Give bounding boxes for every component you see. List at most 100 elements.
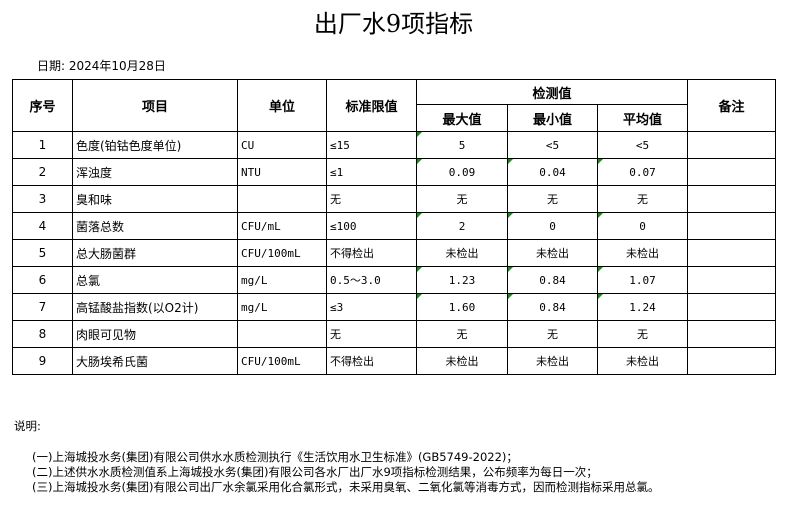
cell-indicator-icon xyxy=(417,213,422,218)
cell-item: 高锰酸盐指数(以O2计) xyxy=(72,293,238,321)
note-2: (二)上述供水水质检测值系上海城投水务(集团)有限公司各水厂出厂水9项指标检测结… xyxy=(32,465,598,479)
cell-unit: CFU/100mL xyxy=(237,347,327,375)
cell-limit: ≤3 xyxy=(326,293,417,321)
cell-item: 色度(铂钴色度单位) xyxy=(72,131,238,159)
cell-max: 0.09 xyxy=(416,158,508,186)
cell-unit: NTU xyxy=(237,158,327,186)
header-unit: 单位 xyxy=(237,79,327,132)
cell-avg: 未检出 xyxy=(597,239,688,267)
cell-min: <5 xyxy=(507,131,598,159)
table-row: 1 色度(铂钴色度单位) CU ≤15 5 <5 <5 xyxy=(12,131,776,159)
header-measured: 检测值 xyxy=(416,79,688,105)
cell-indicator-icon xyxy=(508,213,513,218)
cell-limit: 不得检出 xyxy=(326,347,417,375)
cell-indicator-icon xyxy=(598,294,603,299)
cell-indicator-icon xyxy=(598,267,603,272)
cell-avg: 1.24 xyxy=(597,293,688,321)
header-max: 最大值 xyxy=(416,104,508,132)
cell-remark xyxy=(687,212,776,240)
cell-seq: 3 xyxy=(12,185,73,213)
cell-remark xyxy=(687,131,776,159)
header-limit: 标准限值 xyxy=(326,79,417,132)
cell-indicator-icon xyxy=(417,159,422,164)
cell-avg: 0 xyxy=(597,212,688,240)
cell-seq: 1 xyxy=(12,131,73,159)
cell-max: 无 xyxy=(416,185,508,213)
water-quality-table: 序号 项目 单位 标准限值 检测值 备注 最大值 最小值 平均值 1 色度(铂钴色… xyxy=(12,79,776,375)
table-row: 3 臭和味无无无无 xyxy=(12,185,776,213)
cell-max: 无 xyxy=(416,320,508,348)
table-row: 4 菌落总数 CFU/mL ≤100 2 0 0 xyxy=(12,212,776,240)
cell-indicator-icon xyxy=(508,267,513,272)
cell-item: 菌落总数 xyxy=(72,212,238,240)
cell-unit: CFU/100mL xyxy=(237,239,327,267)
cell-indicator-icon xyxy=(417,267,422,272)
table-body: 1 色度(铂钴色度单位) CU ≤15 5 <5 <5 2 浑浊度 NTU ≤1 0.09 0.04 0.… xyxy=(12,131,776,375)
cell-limit: ≤15 xyxy=(326,131,417,159)
cell-limit: ≤100 xyxy=(326,212,417,240)
cell-max: 1.60 xyxy=(416,293,508,321)
cell-indicator-icon xyxy=(508,159,513,164)
cell-remark xyxy=(687,239,776,267)
cell-limit: ≤1 xyxy=(326,158,417,186)
cell-avg: 1.07 xyxy=(597,266,688,294)
header-seq: 序号 xyxy=(12,79,73,132)
cell-seq: 8 xyxy=(12,320,73,348)
cell-avg: 0.07 xyxy=(597,158,688,186)
cell-unit xyxy=(237,320,327,348)
cell-avg: 无 xyxy=(597,320,688,348)
cell-remark xyxy=(687,266,776,294)
cell-unit: mg/L xyxy=(237,266,327,294)
cell-item: 臭和味 xyxy=(72,185,238,213)
cell-min: 0.84 xyxy=(507,266,598,294)
cell-min: 无 xyxy=(507,185,598,213)
cell-limit: 不得检出 xyxy=(326,239,417,267)
cell-indicator-icon xyxy=(417,132,422,137)
cell-remark xyxy=(687,347,776,375)
cell-unit: CFU/mL xyxy=(237,212,327,240)
cell-item: 浑浊度 xyxy=(72,158,238,186)
cell-unit: CU xyxy=(237,131,327,159)
cell-item: 肉眼可见物 xyxy=(72,320,238,348)
cell-max: 5 xyxy=(416,131,508,159)
cell-limit: 无 xyxy=(326,185,417,213)
cell-indicator-icon xyxy=(598,213,603,218)
notes-label: 说明: xyxy=(14,419,41,433)
page-title: 出厂水9项指标 xyxy=(313,10,474,38)
table-row: 2 浑浊度 NTU ≤1 0.09 0.04 0.07 xyxy=(12,158,776,186)
cell-indicator-icon xyxy=(508,294,513,299)
cell-max: 2 xyxy=(416,212,508,240)
cell-seq: 6 xyxy=(12,266,73,294)
cell-limit: 无 xyxy=(326,320,417,348)
cell-item: 总大肠菌群 xyxy=(72,239,238,267)
cell-seq: 9 xyxy=(12,347,73,375)
cell-seq: 2 xyxy=(12,158,73,186)
cell-item: 总氯 xyxy=(72,266,238,294)
table-row: 9 大肠埃希氏菌 CFU/100mL 不得检出 未检出 未检出 未检出 xyxy=(12,347,776,375)
table-row: 7 高锰酸盐指数(以O2计) mg/L ≤3 1.60 0.84 1.24 xyxy=(12,293,776,321)
cell-limit: 0.5～3.0 xyxy=(326,266,417,294)
cell-min: 未检出 xyxy=(507,347,598,375)
cell-seq: 4 xyxy=(12,212,73,240)
table-row: 6 总氯 mg/L 0.5～3.0 1.23 0.84 1.07 xyxy=(12,266,776,294)
cell-min: 无 xyxy=(507,320,598,348)
cell-unit: mg/L xyxy=(237,293,327,321)
cell-avg: 未检出 xyxy=(597,347,688,375)
cell-indicator-icon xyxy=(598,159,603,164)
header-min: 最小值 xyxy=(507,104,598,132)
cell-max: 未检出 xyxy=(416,239,508,267)
table-row: 5 总大肠菌群 CFU/100mL 不得检出 未检出 未检出 未检出 xyxy=(12,239,776,267)
cell-max: 未检出 xyxy=(416,347,508,375)
notes: 说明: (一)上海城投水务(集团)有限公司供水水质检测执行《生活饮用水卫生标准》… xyxy=(14,419,659,495)
note-3: (三)上海城投水务(集团)有限公司出厂水余氯采用化合氯形式，未采用臭氧、二氧化氯… xyxy=(32,480,660,494)
header-avg: 平均值 xyxy=(597,104,688,132)
report-date: 日期: 2024年10月28日 xyxy=(37,59,166,73)
cell-unit xyxy=(237,185,327,213)
table-row: 8 肉眼可见物无无无无 xyxy=(12,320,776,348)
cell-min: 0.84 xyxy=(507,293,598,321)
cell-remark xyxy=(687,293,776,321)
cell-seq: 7 xyxy=(12,293,73,321)
header-remark: 备注 xyxy=(687,79,776,132)
cell-avg: 无 xyxy=(597,185,688,213)
header-item: 项目 xyxy=(72,79,238,132)
